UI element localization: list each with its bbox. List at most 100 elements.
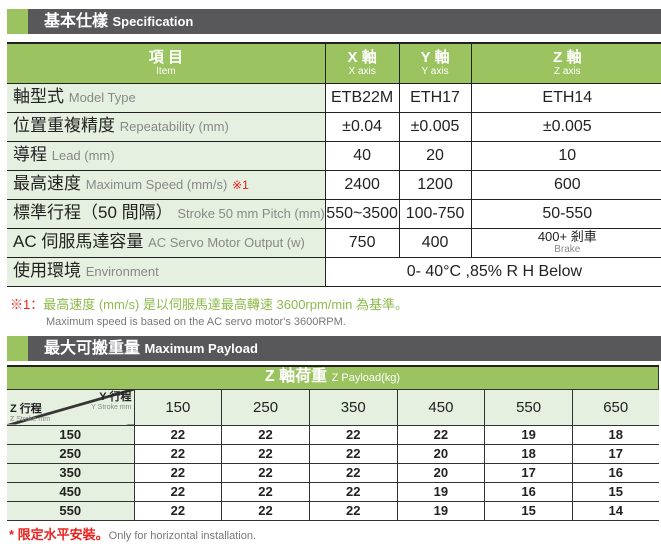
payload-value: 22 [133, 462, 223, 483]
spec-value: 550~3500 [324, 198, 400, 229]
y-stroke-header: 350 [308, 388, 398, 426]
y-stroke-header: 450 [396, 388, 486, 426]
y-stroke-header: 250 [221, 388, 310, 426]
payload-value: 22 [221, 443, 310, 464]
spec-label: 軸型式 Model Type [7, 82, 326, 113]
spec-value: ETH17 [398, 82, 472, 113]
payload-value: 17 [571, 443, 659, 464]
spec-row: 軸型式 Model Type ETB22M ETH17 ETH14 [7, 82, 661, 113]
spec-row: 位置重複精度 Repeatability (mm) ±0.04 ±0.005 ±0.… [7, 111, 661, 142]
payload-value: 19 [484, 424, 573, 445]
spec-value: ±0.005 [470, 111, 661, 142]
payload-value: 20 [396, 462, 486, 483]
z-stroke-axis-label: Z 行程 Z Stroke mm [10, 402, 51, 423]
spec-value: 600 [470, 169, 661, 200]
spec-value: ETB22M [324, 82, 400, 113]
z-stroke-label: 350 [7, 462, 135, 483]
spec-row: 最高速度 Maximum Speed (mm/s) ※1 2400 1200 600 [7, 169, 661, 200]
section-title-zh: 基本仕樣 [44, 13, 109, 30]
payload-value: 18 [571, 424, 659, 445]
spec-label: 使用環境 Environment [7, 256, 326, 287]
section-title-en: Specification [112, 14, 194, 29]
stroke-axis-corner: Y 行程 Y Stroke mm Z 行程 Z Stroke mm [7, 388, 135, 426]
spec-label: 導程 Lead (mm) [7, 140, 326, 171]
payload-value: 22 [308, 500, 398, 521]
spec-value: 1200 [398, 169, 472, 200]
spec-value: 400+ 剎車 Brake [470, 227, 661, 258]
spec-value: ETH14 [470, 82, 661, 113]
payload-row: 450 22 22 22 19 16 15 [7, 481, 659, 502]
payload-value: 22 [308, 481, 398, 502]
payload-row: 550 22 22 22 19 15 14 [7, 500, 659, 521]
spec-value: 100-750 [398, 198, 472, 229]
y-stroke-axis-label: Y 行程 Y Stroke mm [91, 390, 132, 411]
payload-value: 15 [484, 500, 573, 521]
payload-value: 22 [133, 424, 223, 445]
payload-value: 22 [308, 462, 398, 483]
payload-value: 19 [396, 481, 486, 502]
payload-value: 22 [133, 500, 223, 521]
payload-value: 15 [571, 481, 659, 502]
spec-value: ±0.04 [324, 111, 400, 142]
payload-value: 14 [571, 500, 659, 521]
payload-value: 17 [484, 462, 573, 483]
item-header: 項 目 Item [7, 42, 326, 84]
spec-value: 400 [398, 227, 472, 258]
z-stroke-label: 450 [7, 481, 135, 502]
spec-label: 標準行程（50 間隔） Stroke 50 mm Pitch (mm) [7, 198, 326, 229]
section-title-en: Maximum Payload [144, 341, 258, 356]
payload-value: 22 [308, 424, 398, 445]
z-stroke-label: 250 [7, 443, 135, 464]
spec-value: 20 [398, 140, 472, 171]
spec-value: ±0.005 [398, 111, 472, 142]
payload-value: 16 [484, 481, 573, 502]
spec-label: AC 伺服馬達容量 AC Servo Motor Output (w) [7, 227, 326, 258]
payload-row: 250 22 22 22 20 18 17 [7, 443, 659, 464]
spec-value: 0- 40°C ,85% R H Below [324, 256, 661, 287]
spec-row: 標準行程（50 間隔） Stroke 50 mm Pitch (mm) 550~… [7, 198, 661, 229]
payload-value: 22 [221, 424, 310, 445]
spec-row: 導程 Lead (mm) 40 20 10 [7, 140, 661, 171]
payload-row: 350 22 22 22 20 17 16 [7, 462, 659, 483]
spec-label: 最高速度 Maximum Speed (mm/s) ※1 [7, 169, 326, 200]
payload-row: 150 22 22 22 22 19 18 [7, 424, 659, 445]
payload-value: 22 [396, 424, 486, 445]
accent-square [7, 9, 28, 34]
speed-note: ※1：最高速度 (mm/s) 是以伺服馬達最高轉速 3600rpm/min 為基… [10, 297, 408, 312]
spec-value: 10 [470, 140, 661, 171]
z-stroke-label: 550 [7, 500, 135, 521]
payload-value: 22 [133, 481, 223, 502]
payload-table: Z 軸荷重 Z Payload(kg) Y 行程 Y Stroke mm Z 行程… [7, 365, 659, 521]
payload-value: 22 [221, 481, 310, 502]
payload-value: 22 [221, 462, 310, 483]
spec-value: 750 [324, 227, 400, 258]
y-stroke-header: 550 [484, 388, 573, 426]
payload-value: 22 [308, 443, 398, 464]
y-stroke-header: 150 [133, 388, 223, 426]
spec-value: 50-550 [470, 198, 661, 229]
spec-row: 使用環境 Environment 0- 40°C ,85% R H Below [7, 256, 661, 287]
y-stroke-header: 650 [571, 388, 659, 426]
payload-value: 20 [396, 443, 486, 464]
spec-row: AC 伺服馬達容量 AC Servo Motor Output (w) 750 4… [7, 227, 661, 258]
z-stroke-label: 150 [7, 424, 135, 445]
payload-value: 22 [221, 500, 310, 521]
spec-value: 2400 [324, 169, 400, 200]
payload-title: Z 軸荷重 Z Payload(kg) [7, 365, 659, 390]
footer-note: * 限定水平安裝。Only for horizontal installatio… [9, 527, 257, 542]
accent-square [7, 336, 28, 361]
payload-value: 19 [396, 500, 486, 521]
speed-note-en: Maximum speed is based on the AC servo m… [46, 316, 346, 328]
section-title-zh: 最大可搬重量 [44, 340, 141, 357]
spec-section-header: 基本仕樣 Specification [7, 9, 661, 34]
spec-label: 位置重複精度 Repeatability (mm) [7, 111, 326, 142]
payload-value: 22 [133, 443, 223, 464]
payload-value: 16 [571, 462, 659, 483]
payload-section-header: 最大可搬重量 Maximum Payload [7, 336, 661, 361]
spec-value: 40 [324, 140, 400, 171]
